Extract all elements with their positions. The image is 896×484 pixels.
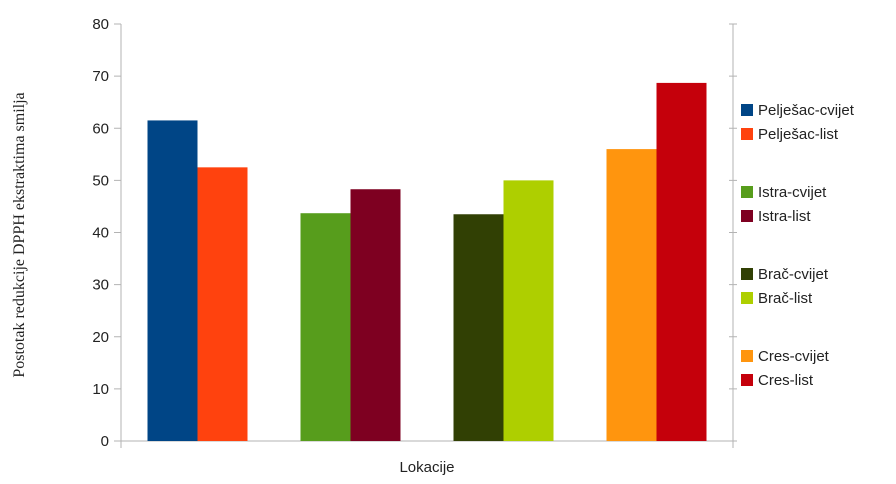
legend-label: Pelješac-cvijet	[758, 102, 855, 119]
legend-swatch	[741, 292, 753, 304]
legend-swatch	[741, 186, 753, 198]
legend-label: Istra-cvijet	[758, 184, 827, 201]
y-axis-ticks: 0 10 20 30 40 50 60 70 80	[92, 16, 737, 450]
legend-label: Istra-list	[758, 208, 811, 225]
bar-istra-list	[350, 189, 401, 441]
legend-label: Cres-cvijet	[758, 348, 830, 365]
y-tick-label: 10	[92, 381, 109, 398]
y-tick-label: 50	[92, 172, 109, 189]
y-tick-label: 80	[92, 16, 109, 33]
y-tick-label: 30	[92, 277, 109, 294]
legend-label: Brač-list	[758, 290, 813, 307]
y-tick-label: 40	[92, 225, 109, 242]
y-tick-label: 20	[92, 329, 109, 346]
legend-label: Brač-cvijet	[758, 266, 829, 283]
bar-istra-cvijet	[300, 213, 351, 441]
y-tick-label: 60	[92, 120, 109, 137]
bar-bra-cvijet	[453, 214, 504, 441]
bars	[147, 82, 707, 442]
legend-swatch	[741, 268, 753, 280]
legend-swatch	[741, 350, 753, 362]
bar-cres-cvijet	[606, 149, 657, 441]
bar-pelje-ac-cvijet	[147, 120, 198, 442]
legend-swatch	[741, 374, 753, 386]
y-tick-label: 0	[101, 433, 109, 450]
legend-label: Cres-list	[758, 372, 814, 389]
legend-swatch	[741, 210, 753, 222]
legend-swatch	[741, 104, 753, 116]
bar-pelje-ac-list	[197, 167, 248, 441]
bar-cres-list	[656, 82, 707, 442]
legend-label: Pelješac-list	[758, 126, 839, 143]
y-axis-title: Postotak redukcije DPPH ekstraktima smil…	[11, 92, 28, 377]
x-axis-title: Lokacije	[399, 459, 454, 476]
legend: Pelješac-cvijet Pelješac-list Istra-cvijet…	[741, 102, 855, 389]
legend-swatch	[741, 128, 753, 140]
bar-bra-list	[503, 180, 554, 441]
y-tick-label: 70	[92, 68, 109, 85]
